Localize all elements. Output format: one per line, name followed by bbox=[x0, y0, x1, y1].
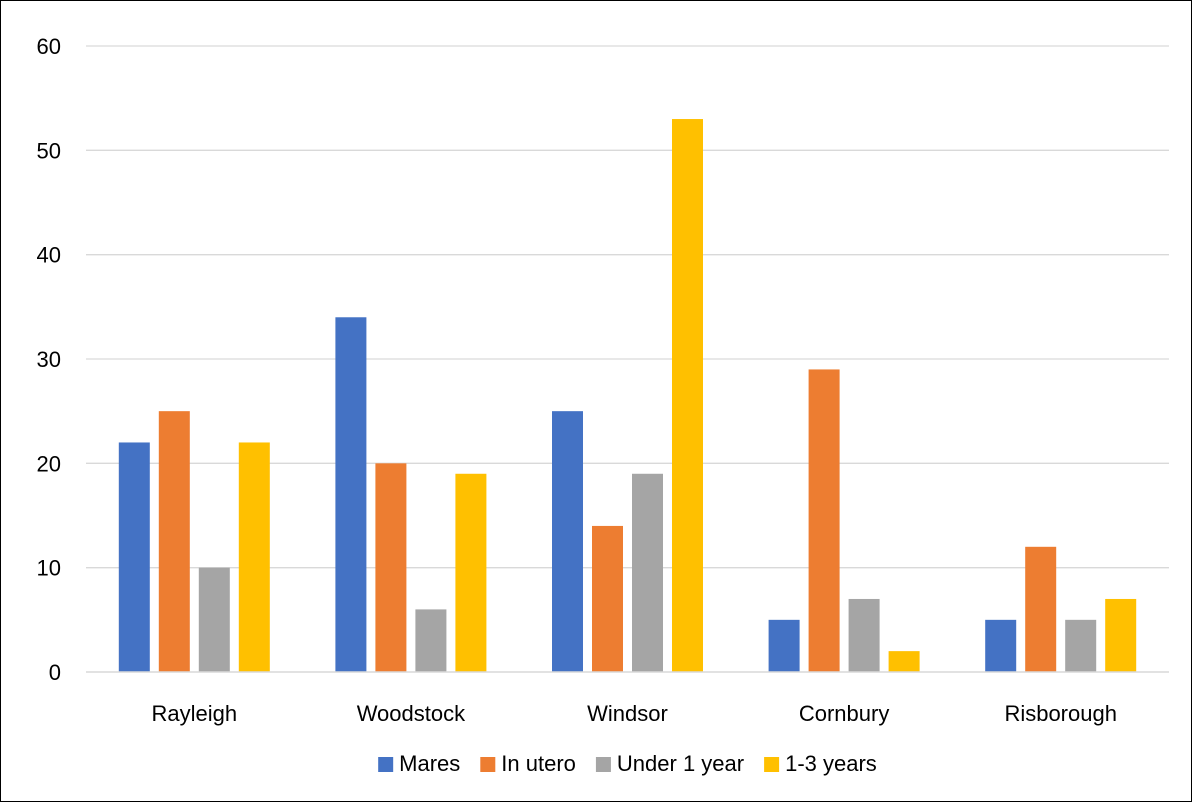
bar-woodstock-1-3-years bbox=[455, 473, 487, 672]
bar-windsor-in-utero bbox=[592, 525, 623, 672]
y-tick-label-50: 50 bbox=[37, 138, 61, 163]
bar-risborough-mares bbox=[985, 619, 1017, 672]
y-tick-label-20: 20 bbox=[37, 451, 61, 476]
bar-rayleigh-1-3-years bbox=[238, 442, 270, 672]
x-tick-label-windsor: Windsor bbox=[587, 701, 668, 726]
y-tick-label-30: 30 bbox=[37, 347, 61, 372]
bar-cornbury-mares bbox=[768, 619, 800, 672]
legend-swatch-in-utero bbox=[480, 757, 496, 772]
legend-swatch-under-1-year bbox=[595, 757, 611, 772]
bar-rayleigh-in-utero bbox=[158, 411, 190, 672]
legend-label-1-3-years: 1-3 years bbox=[785, 751, 877, 776]
y-tick-label-0: 0 bbox=[49, 660, 61, 685]
bar-woodstock-under-1-year bbox=[415, 609, 447, 672]
bar-woodstock-in-utero bbox=[375, 463, 407, 672]
bar-risborough-1-3-years bbox=[1105, 598, 1137, 672]
y-tick-label-40: 40 bbox=[37, 243, 61, 268]
bar-woodstock-mares bbox=[335, 317, 367, 672]
bar-cornbury-1-3-years bbox=[888, 651, 920, 672]
x-tick-label-woodstock: Woodstock bbox=[357, 701, 466, 726]
bar-windsor-1-3-years bbox=[672, 119, 703, 673]
bar-windsor-under-1-year bbox=[632, 473, 663, 672]
bar-risborough-under-1-year bbox=[1065, 619, 1097, 672]
legend-label-in-utero: In utero bbox=[501, 751, 576, 776]
x-tick-label-cornbury: Cornbury bbox=[799, 701, 889, 726]
bar-rayleigh-under-1-year bbox=[198, 567, 230, 672]
y-tick-label-60: 60 bbox=[37, 34, 61, 59]
y-axis-tick-labels: 0 10 20 30 40 50 60 bbox=[37, 34, 61, 685]
bar-windsor-mares bbox=[552, 411, 583, 672]
bar-cornbury-in-utero bbox=[808, 369, 840, 672]
x-axis-tick-labels: Rayleigh Woodstock Windsor Cornbury Risborou… bbox=[151, 701, 1116, 726]
y-tick-label-10: 10 bbox=[37, 556, 61, 581]
bar-risborough-in-utero bbox=[1025, 546, 1057, 672]
legend: Mares In utero Under 1 year 1-3 years bbox=[378, 751, 877, 776]
legend-swatch-mares bbox=[378, 757, 394, 772]
bar-cornbury-under-1-year bbox=[848, 598, 880, 672]
legend-label-under-1-year: Under 1 year bbox=[617, 751, 744, 776]
x-tick-label-risborough: Risborough bbox=[1004, 701, 1117, 726]
legend-swatch-1-3-years bbox=[764, 757, 780, 772]
legend-label-mares: Mares bbox=[399, 751, 460, 776]
bars bbox=[118, 119, 1137, 673]
x-tick-label-rayleigh: Rayleigh bbox=[151, 701, 237, 726]
bar-rayleigh-mares bbox=[118, 442, 150, 672]
